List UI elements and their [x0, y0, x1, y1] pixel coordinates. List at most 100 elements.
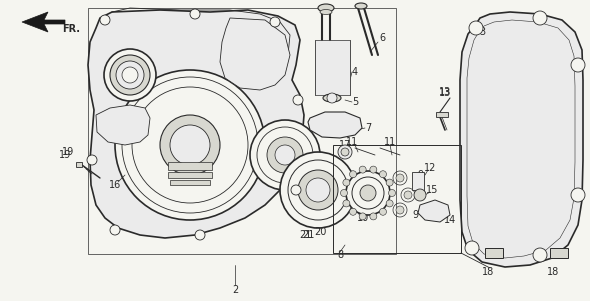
Circle shape — [360, 185, 376, 201]
Circle shape — [396, 206, 404, 214]
Text: 4: 4 — [352, 67, 358, 77]
Polygon shape — [88, 10, 304, 238]
Circle shape — [250, 120, 320, 190]
Text: 19: 19 — [59, 150, 71, 160]
Text: 16: 16 — [109, 180, 121, 190]
Circle shape — [469, 21, 483, 35]
Ellipse shape — [318, 4, 334, 12]
Circle shape — [341, 148, 349, 156]
Text: 12: 12 — [424, 163, 436, 173]
Text: 3: 3 — [479, 27, 485, 37]
Circle shape — [160, 115, 220, 175]
Circle shape — [116, 61, 144, 89]
Circle shape — [327, 93, 337, 103]
Bar — [88, 8, 396, 254]
Circle shape — [571, 58, 585, 72]
Circle shape — [388, 190, 395, 197]
Circle shape — [343, 200, 350, 207]
Circle shape — [571, 188, 585, 202]
Text: 6: 6 — [379, 33, 385, 43]
Text: 11: 11 — [384, 137, 396, 147]
Text: 5: 5 — [352, 97, 358, 107]
Text: 9: 9 — [412, 210, 418, 220]
Circle shape — [349, 171, 356, 178]
Circle shape — [195, 230, 205, 240]
Text: FR.: FR. — [62, 24, 80, 34]
Circle shape — [346, 171, 390, 215]
Ellipse shape — [323, 94, 341, 102]
Circle shape — [115, 70, 265, 220]
Circle shape — [280, 152, 356, 228]
Text: 17: 17 — [339, 140, 351, 150]
Polygon shape — [220, 18, 290, 90]
Circle shape — [298, 170, 338, 210]
Bar — [485, 248, 503, 258]
Bar — [168, 172, 212, 178]
Circle shape — [293, 95, 303, 105]
Circle shape — [87, 155, 97, 165]
Text: 21: 21 — [302, 230, 314, 240]
Circle shape — [533, 11, 547, 25]
Text: 14: 14 — [444, 215, 456, 225]
Circle shape — [404, 191, 412, 199]
Bar — [412, 172, 424, 190]
Circle shape — [267, 137, 303, 173]
Text: 8: 8 — [337, 250, 343, 260]
Text: 20: 20 — [314, 227, 326, 237]
Bar — [550, 248, 568, 258]
Bar — [333, 145, 461, 253]
Polygon shape — [308, 112, 362, 138]
Circle shape — [104, 49, 156, 101]
Circle shape — [396, 174, 404, 182]
Circle shape — [170, 125, 210, 165]
Circle shape — [359, 213, 366, 220]
Text: 9: 9 — [419, 190, 425, 200]
Circle shape — [414, 189, 426, 201]
Circle shape — [465, 241, 479, 255]
Text: 2: 2 — [232, 285, 238, 295]
Text: 10: 10 — [357, 213, 369, 223]
Text: 21: 21 — [299, 230, 311, 240]
Circle shape — [338, 145, 352, 159]
Circle shape — [386, 179, 393, 186]
Polygon shape — [96, 105, 150, 145]
Polygon shape — [418, 200, 450, 222]
Circle shape — [379, 171, 386, 178]
Bar — [170, 180, 210, 185]
Bar — [315, 40, 350, 95]
Circle shape — [370, 166, 377, 173]
Circle shape — [306, 178, 330, 202]
Text: 15: 15 — [426, 185, 438, 195]
Circle shape — [275, 145, 295, 165]
Circle shape — [349, 208, 356, 215]
Bar — [76, 162, 82, 167]
Ellipse shape — [320, 10, 332, 14]
Text: 18: 18 — [482, 267, 494, 277]
Ellipse shape — [355, 3, 367, 9]
Circle shape — [270, 17, 280, 27]
Circle shape — [110, 55, 150, 95]
Text: 19: 19 — [62, 147, 74, 157]
Circle shape — [110, 225, 120, 235]
Circle shape — [190, 9, 200, 19]
Polygon shape — [460, 12, 583, 267]
Circle shape — [370, 213, 377, 220]
Bar — [436, 112, 448, 117]
Circle shape — [359, 166, 366, 173]
Circle shape — [386, 200, 393, 207]
Circle shape — [291, 185, 301, 195]
Polygon shape — [22, 12, 65, 32]
Circle shape — [340, 190, 348, 197]
Text: 7: 7 — [365, 123, 371, 133]
Text: 13: 13 — [439, 87, 451, 97]
Circle shape — [100, 15, 110, 25]
Text: 9: 9 — [417, 170, 423, 180]
Text: 13: 13 — [439, 88, 451, 98]
Circle shape — [379, 208, 386, 215]
Circle shape — [533, 248, 547, 262]
Circle shape — [343, 179, 350, 186]
Bar — [168, 162, 212, 170]
Circle shape — [122, 67, 138, 83]
Text: 18: 18 — [547, 267, 559, 277]
Text: 11: 11 — [346, 137, 358, 147]
